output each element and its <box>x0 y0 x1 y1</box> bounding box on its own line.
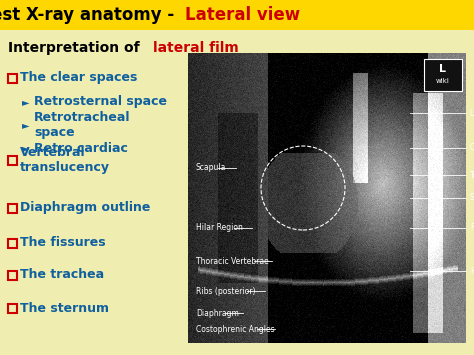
Text: Lung Apicies: Lung Apicies <box>470 109 474 118</box>
Text: Ribs: Ribs <box>470 224 474 233</box>
Text: Thoracic Vertebrae: Thoracic Vertebrae <box>196 257 269 266</box>
Text: Diaphragm outline: Diaphragm outline <box>20 202 150 214</box>
Text: L: L <box>439 64 447 74</box>
Text: Interpretation of: Interpretation of <box>8 41 145 55</box>
Bar <box>8 203 17 213</box>
Text: Sternum: Sternum <box>470 193 474 202</box>
Bar <box>8 155 17 164</box>
Text: Vertebral
translucency: Vertebral translucency <box>20 146 110 174</box>
Text: Retrotracheal
space: Retrotracheal space <box>34 111 130 139</box>
Bar <box>8 239 17 247</box>
Text: ►: ► <box>22 143 29 153</box>
Bar <box>8 304 17 312</box>
Text: The fissures: The fissures <box>20 236 106 250</box>
Text: Lateral view: Lateral view <box>185 6 300 24</box>
Bar <box>8 271 17 279</box>
Text: Retrosternal space: Retrosternal space <box>34 95 167 109</box>
Text: Scapula: Scapula <box>196 164 227 173</box>
Text: Trachea: Trachea <box>470 170 474 180</box>
Text: The trachea: The trachea <box>20 268 104 282</box>
Text: lateral film: lateral film <box>153 41 239 55</box>
Text: Oesophagus: Oesophagus <box>470 143 474 153</box>
Text: The sternum: The sternum <box>20 301 109 315</box>
Text: wiki: wiki <box>436 78 450 84</box>
Text: Diaphragm: Diaphragm <box>196 308 239 317</box>
Text: ►: ► <box>22 97 29 107</box>
Text: Hilar Region: Hilar Region <box>196 224 243 233</box>
Text: Heart: Heart <box>470 267 474 275</box>
Bar <box>8 73 17 82</box>
Text: Chest X-ray anatomy -: Chest X-ray anatomy - <box>0 6 180 24</box>
Bar <box>0 0 474 30</box>
Text: Ribs (posterior): Ribs (posterior) <box>196 286 255 295</box>
Text: ►: ► <box>22 120 29 130</box>
Text: The clear spaces: The clear spaces <box>20 71 137 84</box>
Text: Retro cardiac: Retro cardiac <box>34 142 128 154</box>
Bar <box>188 53 466 343</box>
Text: Costophrenic Angles: Costophrenic Angles <box>196 324 274 333</box>
Bar <box>424 59 462 91</box>
